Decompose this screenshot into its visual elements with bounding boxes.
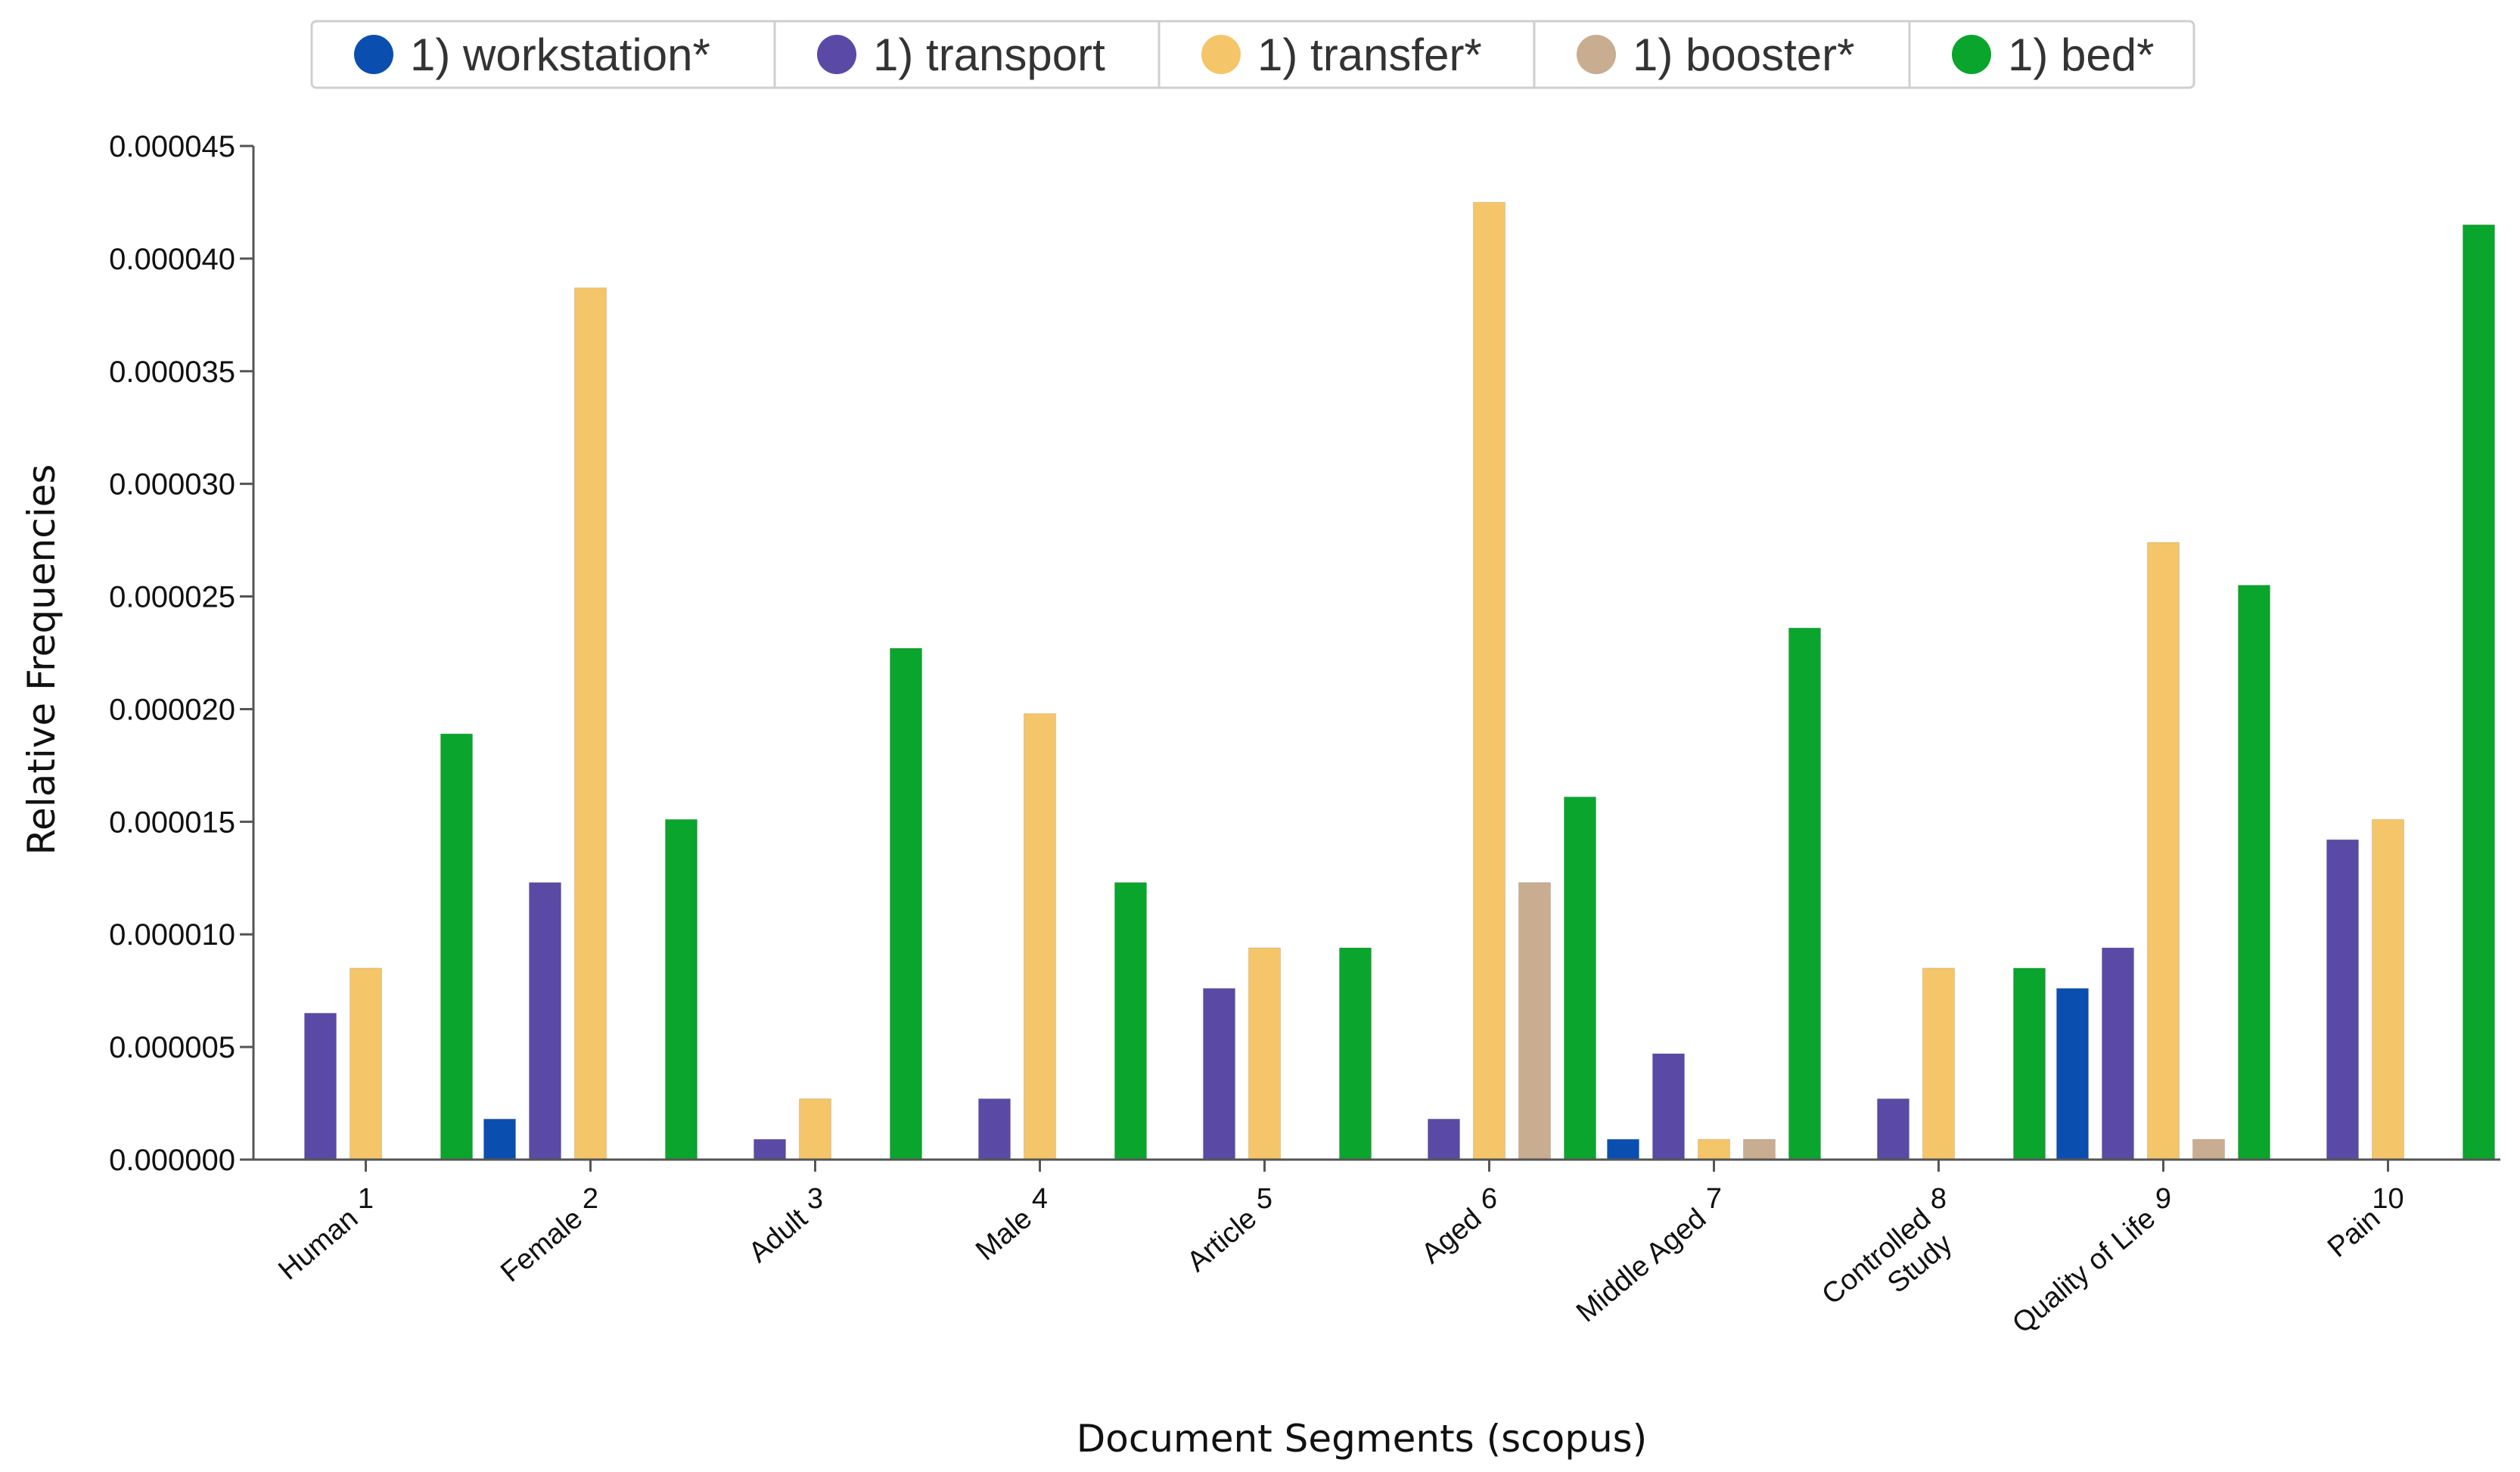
- bar-bed-6[interactable]: [1564, 797, 1596, 1160]
- legend-label-transfer: 1) transfer*: [1257, 30, 1482, 80]
- bar-transfer-8[interactable]: [1922, 967, 1955, 1160]
- legend-item-booster[interactable]: 1) booster*: [1533, 21, 1855, 88]
- legend-label-workstation: 1) workstation*: [410, 30, 710, 80]
- x-axis-title: Document Segments (scopus): [1077, 1417, 1648, 1461]
- bar-workstation-2[interactable]: [483, 1118, 516, 1160]
- bar-bed-3[interactable]: [890, 647, 922, 1160]
- segment-label: Article: [1181, 1203, 1263, 1278]
- bar-transport-6[interactable]: [1428, 1118, 1460, 1160]
- legend-item-workstation[interactable]: 1) workstation*: [354, 30, 710, 80]
- bar-transport-9[interactable]: [2102, 947, 2134, 1160]
- y-axis-title: Relative Frequencies: [20, 464, 64, 856]
- segment-label-line: Adult: [743, 1202, 814, 1269]
- y-tick-label: 0.000005: [109, 1031, 235, 1064]
- x-tick-label: 6: [1481, 1183, 1497, 1215]
- legend-swatch-workstation: [354, 35, 393, 74]
- x-tick-label: 5: [1257, 1183, 1272, 1215]
- legend-swatch-bed: [1952, 35, 1991, 74]
- y-tick-label: 0.000030: [109, 468, 235, 502]
- legend-label-booster: 1) booster*: [1633, 30, 1855, 80]
- bar-bed-2[interactable]: [665, 818, 698, 1160]
- y-tick-label: 0.000025: [109, 581, 235, 614]
- x-tick-label: 7: [1706, 1183, 1722, 1215]
- bar-bed-1[interactable]: [440, 733, 473, 1160]
- segment-label-line: Quality of Life: [2006, 1203, 2161, 1340]
- bar-transport-10[interactable]: [2326, 839, 2359, 1160]
- segment-label-line: Aged: [1415, 1203, 1487, 1270]
- bar-transport-7[interactable]: [1652, 1053, 1685, 1160]
- y-axis: 0.000000 0.000005 0.000010 0.000015 0.000020…: [109, 130, 255, 1177]
- bar-booster-7[interactable]: [1743, 1138, 1776, 1160]
- segment-label: Adult: [743, 1202, 814, 1269]
- segment-label-line: Middle Aged: [1571, 1203, 1712, 1329]
- bar-transport-1[interactable]: [304, 1012, 337, 1160]
- legend-item-transport[interactable]: 1) transport: [773, 21, 1105, 88]
- bar-transfer-6[interactable]: [1473, 201, 1505, 1160]
- segment-label: Aged: [1415, 1203, 1487, 1270]
- x-tick-label: 1: [358, 1183, 374, 1215]
- segment-label: Human: [272, 1203, 364, 1287]
- legend-label-transport: 1) transport: [873, 30, 1105, 80]
- y-tick-label: 0.000015: [109, 806, 235, 839]
- bar-transfer-3[interactable]: [799, 1098, 831, 1160]
- x-tick-label: 3: [807, 1183, 823, 1215]
- bar-transfer-10[interactable]: [2372, 818, 2404, 1160]
- bar-transfer-4[interactable]: [1024, 713, 1056, 1160]
- bar-workstation-7[interactable]: [1607, 1138, 1639, 1160]
- bar-transport-5[interactable]: [1203, 988, 1235, 1160]
- y-tick-label: 0.000020: [109, 693, 235, 726]
- y-tick-label: 0.000040: [109, 243, 235, 276]
- legend-item-bed[interactable]: 1) bed*: [1908, 21, 2154, 88]
- y-tick-label: 0.000045: [109, 130, 235, 163]
- bar-transport-3[interactable]: [754, 1138, 786, 1160]
- segment-label: Middle Aged: [1571, 1203, 1712, 1329]
- y-tick-label: 0.000010: [109, 918, 235, 952]
- segment-label-line: Human: [272, 1203, 364, 1287]
- segment-label: Female: [495, 1203, 589, 1289]
- x-tick-label: 10: [2372, 1183, 2403, 1215]
- bar-transfer-5[interactable]: [1248, 947, 1281, 1160]
- bar-bed-5[interactable]: [1339, 947, 1372, 1160]
- x-tick-label: 4: [1032, 1183, 1048, 1215]
- bar-bed-7[interactable]: [1788, 627, 1821, 1160]
- segment-label: Male: [970, 1203, 1038, 1267]
- x-tick-label: 2: [583, 1183, 598, 1215]
- legend-label-bed: 1) bed*: [2008, 30, 2154, 80]
- y-tick-label: 0.000035: [109, 356, 235, 389]
- bar-bed-8[interactable]: [2013, 967, 2046, 1160]
- legend-swatch-transport: [817, 35, 856, 74]
- bar-booster-6[interactable]: [1518, 882, 1551, 1160]
- y-tick-label: 0.000000: [109, 1144, 235, 1177]
- bar-transfer-1[interactable]: [350, 967, 382, 1160]
- bar-transport-2[interactable]: [529, 882, 561, 1160]
- segment-label-line: Article: [1181, 1203, 1263, 1278]
- legend-item-transfer[interactable]: 1) transfer*: [1157, 21, 1482, 88]
- segment-label: Quality of Life: [2006, 1203, 2161, 1340]
- bar-transfer-9[interactable]: [2147, 542, 2180, 1160]
- x-tick-label: 8: [1931, 1183, 1947, 1215]
- bar-transfer-2[interactable]: [574, 287, 607, 1160]
- bar-transport-4[interactable]: [978, 1098, 1011, 1160]
- bar-bed-9[interactable]: [2238, 585, 2270, 1160]
- legend-swatch-booster: [1577, 35, 1616, 74]
- bar-bed-4[interactable]: [1114, 882, 1147, 1160]
- bar-bed-10[interactable]: [2463, 224, 2495, 1160]
- segment-label-line: Female: [495, 1203, 589, 1289]
- bar-transport-8[interactable]: [1877, 1098, 1909, 1160]
- legend-swatch-transfer: [1201, 35, 1241, 74]
- segment-label-line: Male: [970, 1203, 1038, 1267]
- x-tick-label: 9: [2155, 1183, 2171, 1215]
- bars: [304, 201, 2495, 1160]
- bar-transfer-7[interactable]: [1698, 1138, 1730, 1160]
- bar-workstation-9[interactable]: [2056, 988, 2089, 1160]
- bar-booster-9[interactable]: [2192, 1138, 2225, 1160]
- legend[interactable]: 1) workstation* 1) transport 1) transfer* 1…: [310, 20, 2195, 89]
- legend-box: [310, 20, 2195, 89]
- segment-label: ControlledStudy: [1816, 1203, 1959, 1337]
